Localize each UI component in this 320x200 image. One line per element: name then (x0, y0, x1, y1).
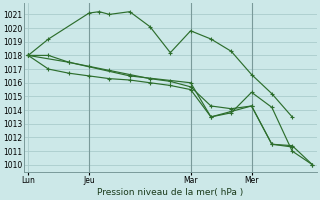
X-axis label: Pression niveau de la mer( hPa ): Pression niveau de la mer( hPa ) (97, 188, 244, 197)
